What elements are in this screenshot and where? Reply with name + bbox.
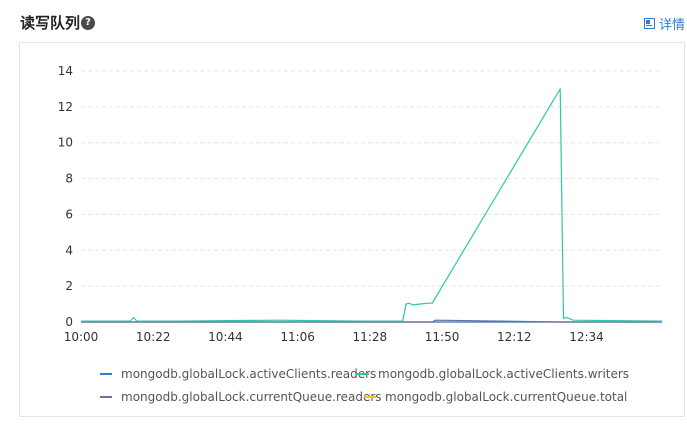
series-line-1 bbox=[81, 88, 663, 322]
y-tick-label: 12 bbox=[58, 100, 73, 114]
x-tick-label: 12:12 bbox=[497, 330, 532, 344]
panel-title: 读写队列 bbox=[20, 14, 81, 32]
y-tick-label: 0 bbox=[65, 315, 73, 329]
legend-swatch bbox=[100, 396, 112, 398]
y-tick-label: 10 bbox=[58, 136, 73, 150]
legend-swatch bbox=[364, 396, 376, 398]
x-tick-label: 10:00 bbox=[64, 330, 99, 344]
y-tick-label: 4 bbox=[65, 243, 73, 257]
legend-swatch bbox=[100, 373, 112, 375]
legend-item-currentqueue-readers[interactable]: mongodb.globalLock.currentQueue.readers bbox=[100, 390, 382, 404]
x-tick-label: 10:22 bbox=[136, 330, 171, 344]
legend-label: mongodb.globalLock.activeClients.writers bbox=[378, 367, 630, 381]
x-tick-label: 11:06 bbox=[280, 330, 315, 344]
y-tick-label: 8 bbox=[65, 172, 73, 186]
detail-link[interactable]: 详情 bbox=[643, 15, 685, 33]
chart-panel bbox=[19, 42, 685, 417]
legend-label: mongodb.globalLock.currentQueue.readers bbox=[121, 390, 382, 404]
legend-swatch bbox=[357, 373, 369, 375]
series-line-2 bbox=[81, 319, 662, 323]
legend-item-activeclients-writers[interactable]: mongodb.globalLock.activeClients.writers bbox=[357, 367, 629, 381]
x-tick-label: 11:28 bbox=[353, 330, 388, 344]
x-tick-label: 10:44 bbox=[208, 330, 243, 344]
detail-link-label: 详情 bbox=[658, 17, 685, 33]
x-tick-label: 12:34 bbox=[569, 330, 604, 344]
x-tick-label: 11:50 bbox=[425, 330, 460, 344]
legend-label: mongodb.globalLock.activeClients.readers bbox=[121, 367, 377, 381]
question-circle-icon[interactable]: ? bbox=[81, 16, 95, 30]
legend-item-currentqueue-total[interactable]: mongodb.globalLock.currentQueue.total bbox=[364, 390, 627, 404]
panel-header: 读写队列 ? 详情 bbox=[0, 0, 687, 44]
panel-icon bbox=[643, 17, 655, 29]
legend-label: mongodb.globalLock.currentQueue.total bbox=[385, 390, 628, 404]
legend-item-activeclients-readers[interactable]: mongodb.globalLock.activeClients.readers bbox=[100, 367, 376, 381]
y-tick-label: 14 bbox=[58, 64, 73, 78]
y-tick-label: 2 bbox=[65, 279, 73, 293]
y-tick-label: 6 bbox=[65, 207, 73, 221]
